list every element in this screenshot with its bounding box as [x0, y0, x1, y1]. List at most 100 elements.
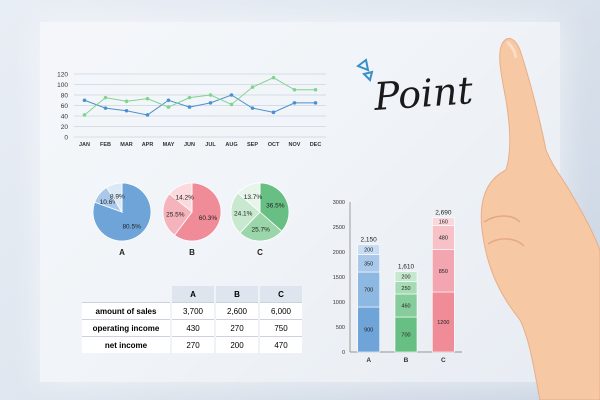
x-tick-label: DEC — [310, 142, 322, 148]
pie-slice — [259, 182, 290, 232]
y-tick-label: 20 — [61, 124, 69, 131]
series-line-green — [84, 77, 316, 116]
x-tick-label: MAY — [163, 142, 175, 148]
data-point — [166, 105, 171, 109]
data-point — [145, 96, 150, 101]
table-row: net income 270 200 470 — [82, 336, 302, 353]
data-point — [313, 87, 318, 92]
pie-charts: 80.5% 10.6%8.9% A 60.3% 25.5% 14.2% B 36.5% 25.7… — [92, 182, 290, 257]
cell: 750 — [260, 319, 302, 336]
bar-total-label: 1,610 — [398, 264, 415, 271]
bar-segment-label: 480 — [439, 236, 448, 242]
bar-segment-label: 700 — [401, 333, 410, 339]
pie-slice-label: 10.6% — [100, 199, 119, 206]
cell: 270 — [172, 336, 214, 353]
pie-slice-label: 36.5% — [266, 203, 285, 210]
pie-slice — [239, 211, 283, 242]
y-tick-label: 2500 — [333, 225, 345, 231]
row-label: operating income — [82, 319, 170, 336]
data-point — [103, 106, 108, 110]
cell: 270 — [216, 319, 258, 336]
x-tick-label: APR — [142, 142, 154, 148]
row-label: net income — [82, 336, 170, 353]
bar-segment-label: 850 — [439, 269, 448, 275]
data-point — [313, 101, 318, 105]
pie-slice-label: 25.7% — [251, 226, 270, 233]
x-tick-label: JAN — [79, 142, 90, 148]
x-tick-label: SEP — [247, 142, 258, 148]
data-point — [208, 93, 213, 97]
bar-segment-label: 200 — [401, 275, 410, 281]
y-tick-label: 100 — [57, 82, 68, 89]
data-point — [82, 113, 87, 117]
pie-slice — [237, 182, 261, 213]
bar-segment — [357, 244, 380, 255]
bar-total-label: 2,150 — [361, 237, 378, 244]
y-tick-label: 2000 — [333, 250, 345, 256]
data-point — [82, 98, 87, 103]
bar-segment — [394, 271, 418, 282]
data-point — [145, 113, 150, 117]
y-tick-label: 0 — [342, 350, 345, 356]
table-row: operating income 430 270 750 — [82, 319, 302, 336]
data-point — [292, 101, 297, 105]
data-point — [103, 95, 108, 100]
pie-slice — [173, 182, 222, 242]
point-accent-icon — [355, 58, 374, 82]
bar-segment — [432, 217, 455, 226]
y-tick-label: 500 — [336, 325, 345, 331]
pie-slice-label: 25.5% — [166, 212, 185, 219]
pie-slice-label: 13.7% — [244, 194, 263, 201]
data-point — [124, 108, 129, 113]
data-point — [292, 87, 297, 92]
bar-segment-label: 700 — [364, 288, 373, 294]
pie-slice — [106, 182, 123, 214]
x-tick-label: FEB — [100, 142, 111, 148]
x-tick-label: JUL — [205, 142, 216, 148]
data-point — [166, 98, 171, 103]
cell: 6,000 — [260, 302, 302, 319]
data-point — [229, 93, 234, 97]
y-tick-label: 3000 — [333, 200, 345, 206]
data-point — [229, 102, 234, 107]
pie-slice-label: 8.9% — [110, 193, 125, 200]
line-chart: 0 20 40 60 80 100 120 JAN FEB MAR APR MAY JUN JUL AUG S… — [57, 72, 326, 148]
table-col-b: B — [216, 286, 258, 302]
table-col-a: A — [172, 286, 214, 302]
series-line-blue — [84, 94, 316, 116]
cell: 200 — [216, 336, 258, 353]
bar-segment-label: 460 — [401, 304, 410, 310]
data-point — [124, 99, 129, 104]
pie-slice-label: 24.1% — [234, 210, 253, 217]
stacked-bar-chart: 0 500 1000 1500 2000 2500 3000 900 700 350 200 2,15… — [333, 200, 462, 364]
data-point — [250, 106, 255, 110]
y-tick-label: 1500 — [333, 275, 345, 281]
pie-slice-label: 60.3% — [199, 215, 218, 222]
y-tick-label: 120 — [57, 72, 68, 79]
data-point — [250, 85, 255, 89]
bar-segment-label: 350 — [364, 261, 373, 267]
x-tick-label: NOV — [289, 142, 301, 148]
pie-label: B — [189, 248, 195, 257]
table-row: amount of sales 3,700 2,600 6,000 — [82, 302, 302, 319]
bar-segment-label: 250 — [401, 286, 410, 292]
y-tick-label: 1000 — [333, 300, 345, 306]
x-tick-label: JUN — [184, 142, 195, 148]
x-tick-label: C — [441, 357, 446, 364]
pie-label: C — [257, 248, 263, 257]
x-tick-label: OCT — [268, 142, 280, 148]
pointing-hand-icon — [480, 37, 600, 400]
pie-slice — [168, 182, 193, 213]
data-point — [271, 110, 276, 115]
table-col-c: C — [260, 286, 302, 302]
pie-slice-label: 14.2% — [176, 194, 195, 201]
financial-table: A B C amount of sales 3,700 2,600 6,000 … — [80, 286, 304, 353]
data-point — [208, 101, 213, 105]
x-tick-label: A — [366, 357, 371, 364]
data-point — [187, 105, 192, 109]
data-point — [187, 95, 192, 100]
data-point — [271, 75, 276, 80]
cell: 470 — [260, 336, 302, 353]
